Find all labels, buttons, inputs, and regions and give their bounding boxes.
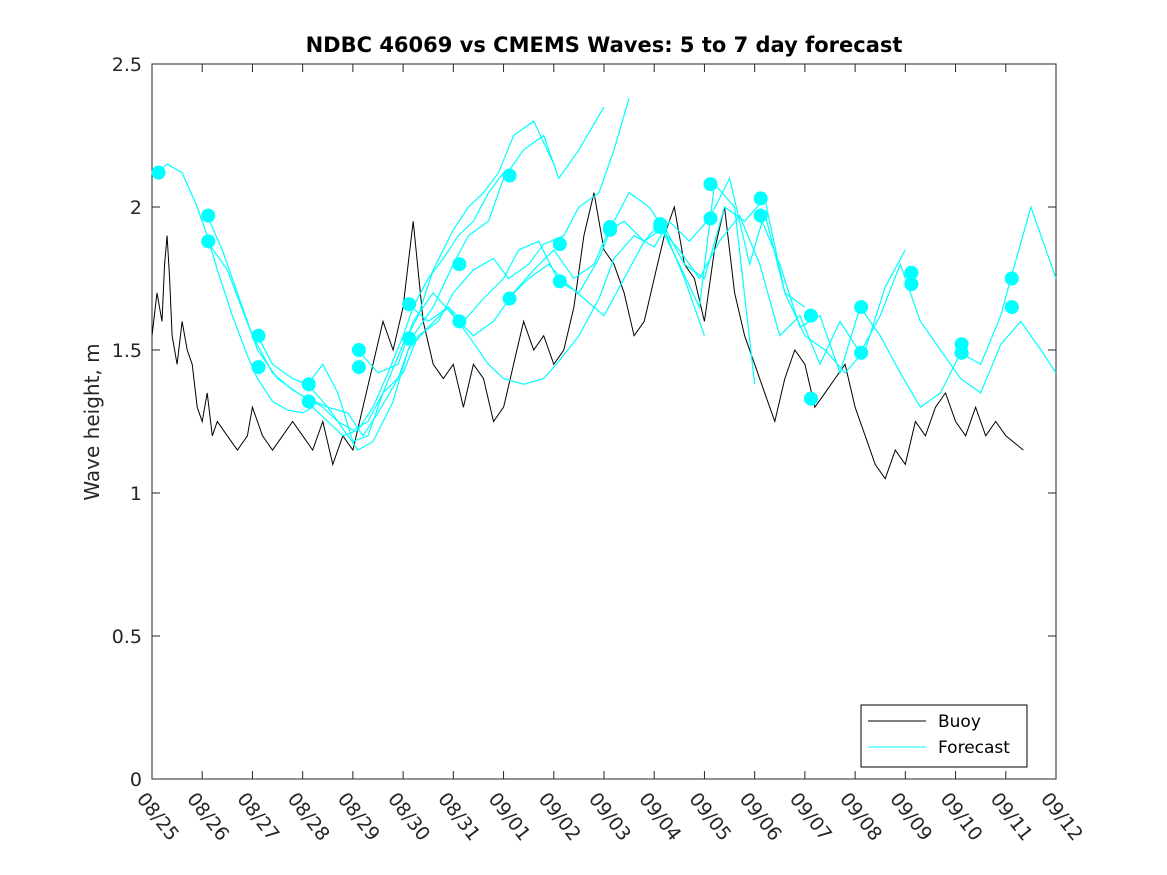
- forecast-marker: [854, 345, 869, 360]
- forecast-marker: [301, 377, 316, 392]
- forecast-marker: [351, 343, 366, 357]
- x-tick-label: 09/04: [634, 789, 685, 846]
- forecast-line-8: [508, 197, 906, 374]
- forecast-line-7: [407, 176, 806, 385]
- forecast-marker: [1004, 300, 1019, 315]
- forecast-line-4: [256, 98, 630, 443]
- y-tick-label: 1.5: [112, 340, 142, 362]
- forecast-marker: [1004, 271, 1019, 286]
- forecast-marker: [251, 360, 266, 375]
- legend-buoy-label: Buoy: [938, 712, 981, 732]
- forecast-marker: [452, 257, 467, 272]
- plot-frame: [151, 63, 1057, 780]
- x-tick-label: 09/11: [986, 789, 1037, 846]
- x-tick-label: 08/27: [232, 789, 283, 846]
- forecast-marker: [251, 328, 266, 343]
- forecast-marker: [502, 291, 517, 306]
- forecast-marker: [402, 297, 417, 312]
- forecast-marker: [603, 222, 618, 237]
- forecast-marker: [954, 345, 969, 360]
- forecast-marker: [803, 391, 818, 406]
- forecast-marker: [703, 177, 718, 192]
- x-tick-label: 09/10: [936, 789, 987, 846]
- x-tick-label: 08/30: [383, 789, 434, 846]
- chart-title: NDBC 46069 vs CMEMS Waves: 5 to 7 day fo…: [306, 33, 903, 57]
- x-tick-label: 09/09: [885, 789, 936, 846]
- y-tick-label: 0: [130, 769, 142, 791]
- x-tick-label: 08/28: [283, 789, 334, 846]
- y-axis-label: Wave height, m: [80, 343, 104, 500]
- forecast-marker: [703, 211, 718, 226]
- forecast-marker: [904, 277, 919, 292]
- forecast-marker: [402, 331, 417, 346]
- forecast-marker: [854, 300, 869, 315]
- legend: Buoy Forecast: [860, 704, 1028, 768]
- forecast-marker: [201, 208, 216, 223]
- x-tick-label: 09/01: [484, 789, 535, 846]
- x-tick-label: 09/03: [584, 789, 635, 846]
- forecast-marker: [753, 208, 768, 223]
- x-tick-label: 08/31: [433, 789, 484, 846]
- forecast-marker: [151, 165, 166, 180]
- x-tick-label: 09/12: [1036, 789, 1087, 846]
- y-tick-label: 0.5: [112, 626, 142, 648]
- y-tick-label: 2: [130, 197, 142, 219]
- forecast-marker: [452, 314, 467, 329]
- forecast-marker: [201, 234, 216, 249]
- forecast-marker: [753, 191, 768, 206]
- forecast-marker: [351, 360, 366, 375]
- y-tick-label: 1: [130, 483, 142, 505]
- x-tick-label: 09/05: [684, 789, 735, 846]
- legend-box: [860, 704, 1028, 768]
- x-tick-label: 09/08: [835, 789, 886, 846]
- forecast-marker: [552, 274, 567, 289]
- y-tick-label: 2.5: [112, 54, 142, 76]
- x-tick-label: 08/25: [132, 789, 183, 846]
- forecast-marker: [653, 220, 668, 235]
- legend-forecast-label: Forecast: [938, 738, 1010, 758]
- x-tick-label: 08/26: [182, 789, 233, 846]
- forecast-line-6: [357, 182, 756, 385]
- buoy-line: [151, 192, 1024, 480]
- forecast-marker: [803, 308, 818, 323]
- forecast-marker: [502, 168, 517, 183]
- x-tick-label: 08/29: [333, 789, 384, 846]
- x-tick-label: 09/06: [735, 789, 786, 846]
- x-tick-label: 09/07: [785, 789, 836, 846]
- x-tick-label: 09/02: [534, 789, 585, 846]
- forecast-marker: [552, 237, 567, 252]
- forecast-marker: [301, 394, 316, 409]
- forecast-line-5: [307, 191, 705, 451]
